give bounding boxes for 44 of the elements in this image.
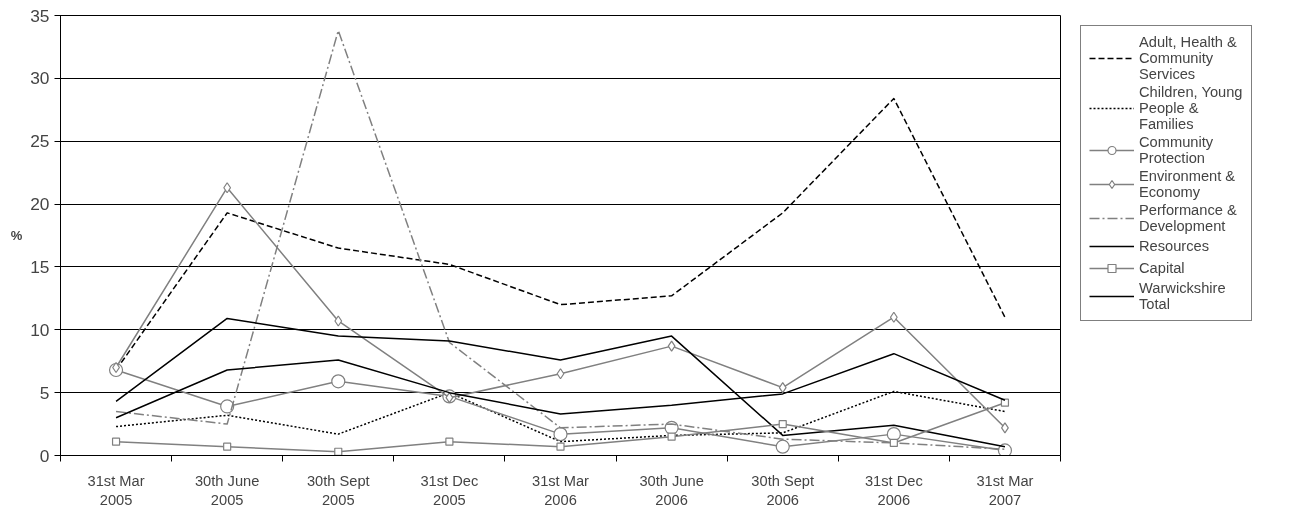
x-tick-label: 31st Mar 2005	[87, 472, 145, 508]
y-tick-label: 30	[30, 68, 50, 89]
x-tick-label: 30th Sept 2005	[306, 472, 370, 508]
point	[220, 399, 235, 414]
y-tick-label: 0	[39, 445, 50, 466]
y-tick-label: 10	[30, 319, 50, 340]
y-tick-label: 15	[30, 256, 50, 277]
point	[223, 182, 232, 194]
legend-label: Warwickshire Total	[1139, 280, 1226, 312]
point	[775, 439, 790, 454]
y-tick-label: 5	[39, 382, 50, 403]
x-tick-label: 31st Dec 2005	[420, 472, 479, 508]
point	[111, 437, 121, 446]
legend-label: Performance & Development	[1139, 202, 1237, 234]
x-tick-label: 31st Mar 2007	[976, 472, 1034, 508]
point	[667, 432, 676, 441]
legend-label: Children, Young People & Families	[1139, 84, 1243, 132]
point	[556, 368, 565, 380]
legend-label: Environment & Economy	[1139, 168, 1236, 200]
point	[889, 438, 898, 448]
legend-label: Capital	[1139, 259, 1185, 278]
point	[331, 374, 346, 389]
point	[889, 311, 898, 323]
point	[553, 427, 568, 442]
y-tick-label: 20	[30, 194, 50, 215]
legend-label: Resources	[1139, 237, 1210, 256]
point	[667, 340, 676, 352]
y-axis-title: %	[10, 228, 23, 243]
point	[778, 419, 787, 429]
x-tick-label: 31st Dec 2006	[864, 472, 923, 508]
point	[556, 442, 565, 451]
point	[334, 315, 343, 327]
point	[445, 437, 454, 446]
y-tick-label: 25	[30, 131, 50, 152]
x-tick-label: 31st Mar 2006	[531, 472, 590, 508]
point	[223, 442, 232, 451]
x-tick-label: 30th June 2005	[194, 472, 260, 508]
y-tick-label: 35	[30, 5, 50, 26]
point	[886, 427, 901, 442]
legend-label: Community Protection	[1139, 134, 1214, 166]
x-tick-label: 30th Sept 2006	[751, 472, 815, 508]
x-tick-label: 30th June 2006	[639, 472, 704, 508]
legend-label: Adult, Health & Community Services	[1139, 34, 1237, 82]
point	[778, 382, 787, 394]
